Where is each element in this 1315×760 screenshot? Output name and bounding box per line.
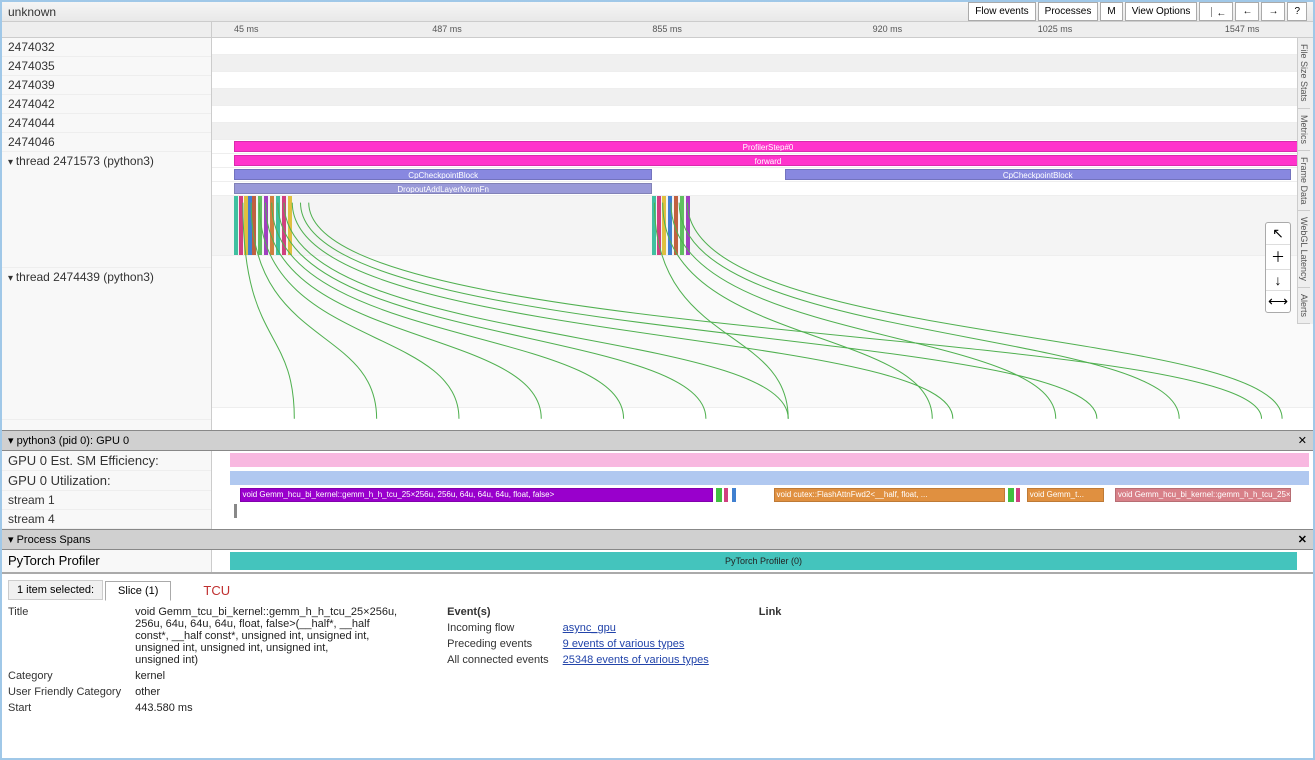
- flow-events-button[interactable]: Flow events: [968, 2, 1035, 21]
- details-panel: 1 item selected: Slice (1) TCU Title voi…: [2, 572, 1313, 758]
- gpu-util-track: [230, 471, 1309, 485]
- slice-mini[interactable]: [724, 488, 728, 502]
- close-icon[interactable]: ✕: [1298, 533, 1307, 546]
- gpu-sm-label: GPU 0 Est. SM Efficiency:: [2, 451, 211, 471]
- nav-first-button[interactable]: ｜←: [1199, 2, 1233, 21]
- time-ruler[interactable]: 45 ms 487 ms 855 ms 920 ms 1025 ms 1547 …: [212, 22, 1313, 38]
- thread-id[interactable]: 2474032: [2, 38, 211, 57]
- slice-forward[interactable]: forward: [234, 155, 1302, 166]
- top-toolbar: unknown Flow events Processes M View Opt…: [2, 2, 1313, 22]
- detail-key: User Friendly Category: [8, 686, 121, 698]
- side-tab[interactable]: Metrics: [1298, 109, 1310, 151]
- thread-id[interactable]: 2474039: [2, 76, 211, 95]
- nav-gizmo: ↖ ＋ ↓ ⟷: [1265, 222, 1291, 313]
- detail-key: Incoming flow: [447, 622, 549, 634]
- process-spans-label: ▾ Process Spans: [8, 533, 91, 546]
- processes-button[interactable]: Processes: [1038, 2, 1099, 21]
- nav-pointer-icon[interactable]: ↖: [1266, 223, 1290, 245]
- details-tab-slice[interactable]: Slice (1): [105, 581, 171, 601]
- ruler-tick: 1547 ms: [1225, 24, 1260, 34]
- slice-profiler-step[interactable]: ProfilerStep#0: [234, 141, 1302, 152]
- thread-label[interactable]: thread 2474439 (python3): [2, 268, 211, 420]
- incoming-flow-link[interactable]: async_gpu: [563, 622, 709, 634]
- kernel-name-rest: 256u, 64u, 64u, 64u, float, false>(__hal…: [135, 618, 375, 666]
- ruler-tick: 855 ms: [652, 24, 682, 34]
- nav-zoom-in-icon[interactable]: ＋: [1266, 245, 1290, 270]
- side-tab[interactable]: WebGL Latency: [1298, 211, 1310, 288]
- nav-fwd-button[interactable]: →: [1261, 2, 1285, 21]
- slice-flash-attn[interactable]: void cutex::FlashAttnFwd2<__half, float,…: [774, 488, 1005, 502]
- slice-gemm-kernel[interactable]: void Gemm_hcu_bi_kernel::gemm_h_h_tcu_25…: [1115, 488, 1291, 502]
- detail-key: Start: [8, 702, 121, 714]
- stream-label[interactable]: stream 1: [2, 491, 211, 510]
- slice-checkpoint[interactable]: CpCheckpointBlock: [234, 169, 652, 180]
- pytorch-profiler-label: PyTorch Profiler: [2, 550, 212, 572]
- thread-id[interactable]: 2474044: [2, 114, 211, 133]
- ruler-tick: 920 ms: [873, 24, 903, 34]
- slice-dropout[interactable]: DropoutAddLayerNormFn: [234, 183, 652, 194]
- slice-gemm-kernel[interactable]: void Gemm_t...: [1027, 488, 1104, 502]
- side-tabs: File Size Stats Metrics Frame Data WebGL…: [1297, 38, 1313, 324]
- nav-back-button[interactable]: ←: [1235, 2, 1259, 21]
- slice-mini[interactable]: [716, 488, 722, 502]
- track-labels-column: 2474032 2474035 2474039 2474042 2474044 …: [2, 22, 212, 430]
- connected-events-link[interactable]: 25348 events of various types: [563, 654, 709, 666]
- detail-value: other: [135, 686, 397, 698]
- detail-key: Link: [759, 606, 782, 618]
- stream-1-track: void Gemm_hcu_bi_kernel::gemm_h_h_tcu_25…: [212, 487, 1313, 503]
- slice-row: DropoutAddLayerNormFn: [212, 182, 1313, 196]
- tcu-annotation: TCU: [203, 583, 230, 598]
- side-tab[interactable]: Frame Data: [1298, 151, 1310, 212]
- slice-mini[interactable]: [1008, 488, 1014, 502]
- gpu-util-label: GPU 0 Utilization:: [2, 471, 211, 491]
- slice-row: CpCheckpointBlock CpCheckpointBlock: [212, 168, 1313, 182]
- thread-id[interactable]: 2474042: [2, 95, 211, 114]
- preceding-events-link[interactable]: 9 events of various types: [563, 638, 709, 650]
- pid-label: ▾ python3 (pid 0): GPU 0: [8, 434, 129, 447]
- pytorch-profiler-span[interactable]: PyTorch Profiler (0): [230, 552, 1297, 570]
- thread-label[interactable]: thread 2471573 (python3): [2, 152, 211, 268]
- nav-pan-down-icon[interactable]: ↓: [1266, 270, 1290, 291]
- process-title: unknown: [8, 5, 968, 19]
- gpu-sm-track: [230, 453, 1309, 467]
- detail-title-value: void Gemm_tcu_bi_kernel::gemm_h_h_tcu_25…: [135, 606, 397, 666]
- detail-key: Event(s): [447, 606, 549, 618]
- side-tab[interactable]: Alerts: [1298, 288, 1310, 324]
- slice-mini[interactable]: [234, 504, 237, 518]
- ruler-tick: 487 ms: [432, 24, 462, 34]
- ruler-tick: 1025 ms: [1038, 24, 1073, 34]
- slice-mini[interactable]: [1016, 488, 1020, 502]
- detail-value: kernel: [135, 670, 397, 682]
- slice-checkpoint[interactable]: CpCheckpointBlock: [785, 169, 1291, 180]
- nav-timing-icon[interactable]: ⟷: [1266, 291, 1290, 312]
- thread-id[interactable]: 2474046: [2, 133, 211, 152]
- kernel-name-boxed: void Gemm_tcu_bi_kernel::gemm_h_h_tcu_25…: [135, 606, 397, 618]
- stream-4-track: [212, 503, 1313, 519]
- detail-key: All connected events: [447, 654, 549, 666]
- detail-key: Preceding events: [447, 638, 549, 650]
- ruler-tick: 45 ms: [234, 24, 259, 34]
- selection-count: 1 item selected:: [8, 580, 103, 600]
- detail-key: Category: [8, 670, 121, 682]
- slice-row: forward: [212, 154, 1313, 168]
- side-tab[interactable]: File Size Stats: [1298, 38, 1310, 109]
- help-button[interactable]: ?: [1287, 2, 1307, 21]
- detail-value: 443.580 ms: [135, 702, 397, 714]
- m-button[interactable]: M: [1100, 2, 1122, 21]
- slice-mini[interactable]: [732, 488, 736, 502]
- stream-label[interactable]: stream 4: [2, 510, 211, 529]
- view-options-button[interactable]: View Options: [1125, 2, 1198, 21]
- pid-header[interactable]: ▾ python3 (pid 0): GPU 0 ✕: [2, 430, 1313, 451]
- close-icon[interactable]: ✕: [1298, 434, 1307, 447]
- slice-row: ProfilerStep#0: [212, 140, 1313, 154]
- process-spans-header[interactable]: ▾ Process Spans ✕: [2, 529, 1313, 550]
- thread-id[interactable]: 2474035: [2, 57, 211, 76]
- slice-gemm-kernel[interactable]: void Gemm_hcu_bi_kernel::gemm_h_h_tcu_25…: [240, 488, 713, 502]
- detail-key: Title: [8, 606, 121, 666]
